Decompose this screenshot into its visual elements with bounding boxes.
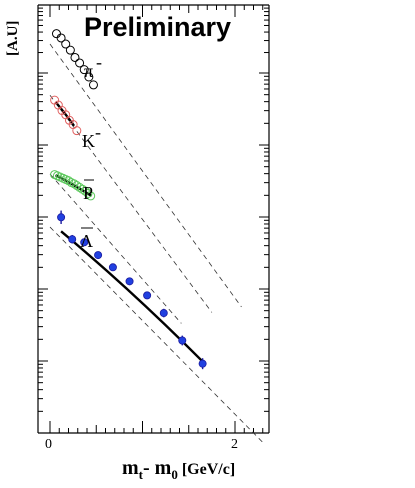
antiproton-data-point [83, 188, 93, 198]
x-axis-label-main: m [122, 457, 139, 479]
antilambda-fit-dashed [49, 226, 265, 445]
antilambda-data-point [94, 251, 103, 260]
antilambda-fit-solid [60, 230, 205, 364]
antilambda-data-point [198, 359, 207, 368]
antilambda-data-point [68, 235, 77, 244]
kaon-fit-dashed [49, 95, 213, 313]
pi-fit-dashed [49, 43, 242, 308]
series-label-pi-sup: - [96, 52, 102, 72]
pi-points [51, 29, 98, 90]
series-label-kaon-name: K [82, 131, 95, 151]
x-axis-label: mt- m0 [GeV/c] [122, 457, 235, 482]
antilambda-data-point [57, 213, 66, 222]
antiproton-points [50, 170, 96, 201]
series-label-antiproton: P [83, 179, 94, 203]
pi-data-point [51, 29, 61, 39]
series-label-kaon-sup: - [95, 122, 101, 142]
antilambda-data-point [80, 238, 89, 247]
pi-data-point [75, 58, 85, 68]
x-tick-label-0: 0 [45, 437, 52, 452]
antiproton-data-point [77, 184, 87, 194]
series-label-antilambda: Λ [80, 227, 93, 251]
data-points [50, 29, 207, 370]
x-tick-label-2: 2 [231, 437, 238, 452]
antiproton-data-point [86, 191, 96, 201]
x-axis-label-sub-t: t [139, 467, 144, 482]
x-axis-label-sub-0: 0 [171, 467, 178, 482]
pi-data-point [65, 45, 75, 55]
series-label-antiproton-name: P [83, 183, 93, 203]
x-axis-label-dash: - m [143, 457, 172, 479]
series-label-kaon: K - [82, 122, 101, 151]
antilambda-data-point [178, 336, 187, 345]
kaon-points [50, 95, 82, 136]
pi-data-point [79, 65, 89, 75]
pi-data-point [84, 72, 94, 82]
antiproton-fit-dashed [49, 173, 182, 324]
pi-data-point [88, 80, 98, 90]
antilambda-data-point [159, 309, 168, 318]
axes [37, 4, 270, 434]
pi-data-point [61, 39, 71, 49]
antiproton-data-point [80, 186, 90, 196]
kaon-data-point [72, 126, 82, 136]
y-axis-label: [A.U] [5, 21, 21, 56]
antilambda-data-point [108, 263, 117, 272]
antilambda-points [57, 210, 207, 370]
series-label-pi: π - [84, 52, 102, 81]
antiproton-data-point [64, 176, 73, 186]
chart-title: Preliminary [84, 12, 231, 42]
pi-data-point [56, 33, 66, 43]
antilambda-data-point [125, 277, 134, 286]
series-label-pi-name: π [84, 61, 93, 81]
antilambda-data-point [143, 291, 152, 300]
series-label-antilambda-name: Λ [80, 231, 93, 251]
antiproton-fit-solid [54, 174, 93, 197]
pi-data-point [70, 52, 80, 62]
x-axis-label-unit: [GeV/c] [178, 461, 235, 478]
